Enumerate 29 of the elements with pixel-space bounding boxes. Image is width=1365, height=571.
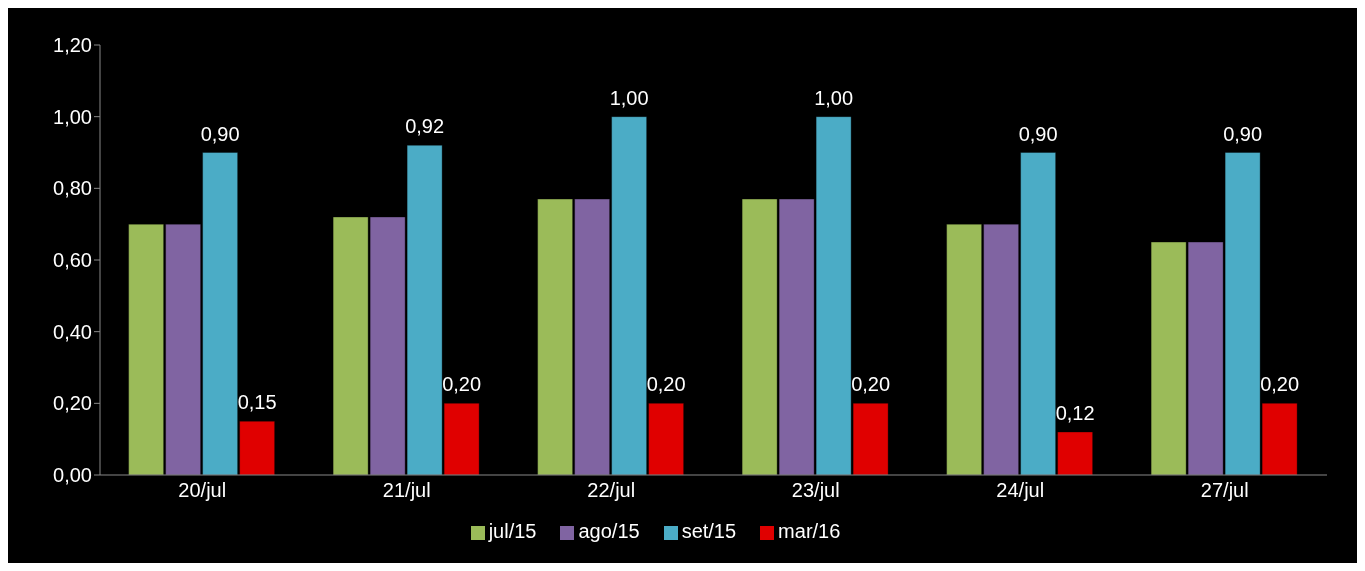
y-tick-label: 0,00 [53,464,92,487]
y-tick-label: 0,40 [53,320,92,343]
data-label: 0,20 [1260,373,1300,396]
x-tick-label: 27/jul [1200,479,1249,502]
legend-label: mar/16 [778,520,841,542]
data-label: 1,00 [609,86,649,109]
y-tick-label: 1,00 [53,105,92,128]
data-label: 0,90 [1223,122,1263,145]
data-label: 0,20 [646,373,686,396]
y-tick-label: 0,80 [53,177,92,200]
data-label: 0,90 [1018,122,1058,145]
data-label: 1,00 [814,86,854,109]
legend-label: set/15 [681,520,737,542]
data-label: 0,92 [405,115,445,138]
x-tick-label: 21/jul [382,479,431,502]
y-tick-label: 0,20 [53,392,92,415]
x-tick-label: 24/jul [996,479,1045,502]
data-label: 0,20 [442,373,482,396]
y-tick-label: 0,60 [53,249,92,272]
x-tick-label: 22/jul [587,479,636,502]
y-tick-label: 1,20 [53,34,92,57]
legend-label: jul/15 [488,520,537,542]
data-label: 0,15 [237,391,277,414]
data-label: 0,90 [200,122,240,145]
data-label: 0,12 [1055,402,1095,424]
x-tick-label: 20/jul [178,479,227,502]
x-tick-label: 23/jul [791,479,840,502]
data-label: 0,20 [851,373,891,396]
legend-label: ago/15 [578,520,640,542]
